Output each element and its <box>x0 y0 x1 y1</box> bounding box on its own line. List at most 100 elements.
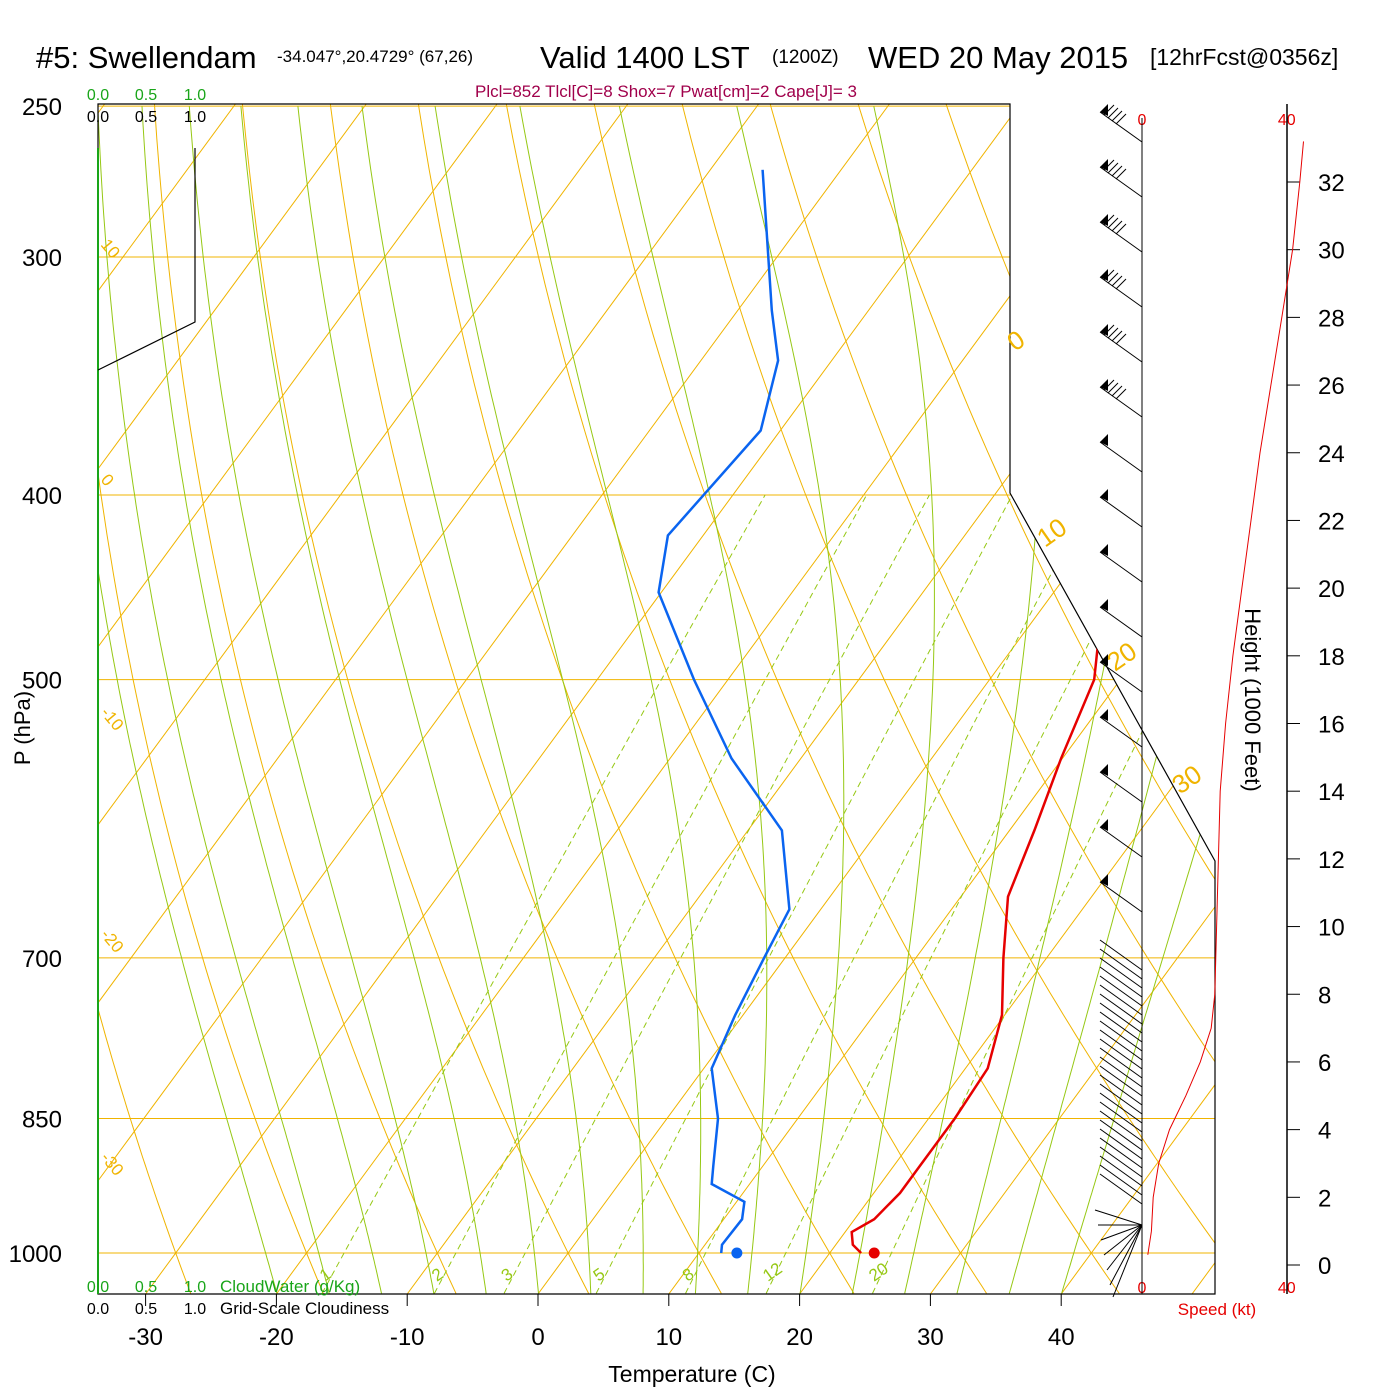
moist-adiabat <box>98 106 278 1294</box>
pressure-tick-label: 400 <box>22 483 62 510</box>
wind-barb <box>1099 1173 1143 1205</box>
isotherm-line <box>929 104 1215 1294</box>
x-axis-title: Temperature (C) <box>608 1361 775 1387</box>
surface-dewpoint-point <box>731 1247 743 1259</box>
height-tick-label: 10 <box>1318 915 1345 942</box>
wind-barb <box>1099 544 1143 583</box>
mixing-ratio-line <box>685 494 1093 1294</box>
isotherm-line <box>537 104 1215 1294</box>
height-tick-label: 14 <box>1318 779 1345 806</box>
wind-barb <box>1099 948 1143 980</box>
isotherm-line <box>406 104 1215 1294</box>
dry-adiabat <box>848 104 1215 1294</box>
moist-adiabat <box>240 106 487 1294</box>
cloudiness-legend: Grid-Scale Cloudiness <box>220 1299 389 1318</box>
wind-barb <box>1103 1224 1143 1256</box>
wind-barb <box>1099 1020 1143 1052</box>
dry-adiabat <box>674 104 1215 1294</box>
wind-barb <box>1099 1056 1143 1088</box>
cloudwater-top-tick: 0.0 <box>87 87 109 104</box>
isotherm-line <box>1191 104 1215 1294</box>
cloudwater-bottom-tick: 0.0 <box>87 1279 109 1296</box>
wind-barb <box>1099 1011 1143 1043</box>
wind-barb <box>1099 324 1143 363</box>
moist-adiabat <box>141 106 382 1294</box>
height-tick-label: 24 <box>1318 441 1345 468</box>
pressure-tick-label: 1000 <box>9 1241 62 1268</box>
dry-adiabat <box>587 104 1120 1294</box>
dry-adiabat <box>761 104 1215 1294</box>
station-coordinates: -34.047°,20.4729° (67,26) <box>277 47 474 66</box>
temperature-tick-label: 30 <box>917 1324 944 1351</box>
wind-barb <box>1099 709 1143 748</box>
pressure-tick-label: 700 <box>22 946 62 973</box>
wind-barb <box>1112 1224 1143 1298</box>
dry-adiabat <box>500 104 987 1294</box>
temperature-tick-label: -20 <box>259 1324 294 1351</box>
mixing-ratio-label: 20 <box>865 1259 891 1285</box>
height-tick-label: 0 <box>1318 1253 1331 1280</box>
wind-barb <box>1099 966 1143 998</box>
wind-barb <box>1099 874 1143 913</box>
wind-barb <box>1099 1065 1143 1097</box>
moist-adiabat <box>98 106 330 1294</box>
isotherm-label: 30 <box>1166 759 1207 800</box>
wind-barb <box>1099 489 1143 528</box>
wind-barb <box>1099 159 1143 198</box>
isotherm-label: 10 <box>1031 512 1072 553</box>
isotherm-line <box>98 104 498 1294</box>
wind-barb <box>1099 1029 1143 1061</box>
mixing-ratio-line <box>433 494 868 1294</box>
isotherm-line <box>1323 104 1400 1294</box>
wind-barb <box>1099 1002 1143 1034</box>
utc-time: (1200Z) <box>772 47 839 68</box>
dry-adiabat <box>98 104 324 1294</box>
wind-barb <box>1099 599 1143 638</box>
wind-barb <box>1099 1146 1143 1178</box>
wind-barb <box>1099 654 1143 693</box>
temperature-tick-label: -10 <box>390 1324 425 1351</box>
wind-barb <box>1099 1074 1143 1106</box>
sounding-profiles <box>98 148 1149 1259</box>
wind-barb <box>1099 379 1143 418</box>
wind-barb <box>1099 1101 1143 1133</box>
wind-barb <box>1099 1110 1143 1142</box>
isotherm-line <box>98 104 367 1294</box>
wind-barb <box>1099 1038 1143 1070</box>
height-tick-label: 6 <box>1318 1050 1331 1077</box>
dry-adiabat <box>413 104 855 1294</box>
mixing-ratio-line <box>321 494 766 1294</box>
wind-barb <box>1099 104 1143 143</box>
dry-adiabat <box>1196 104 1215 1294</box>
temperature-tick-label: -30 <box>128 1324 163 1351</box>
plot-frame <box>97 103 1216 1295</box>
cloudiness-top-tick: 0.0 <box>87 109 109 126</box>
wind-barb <box>1099 434 1143 473</box>
wind-barb <box>1100 1224 1143 1241</box>
chart-frame <box>97 103 1216 1306</box>
height-tick-label: 26 <box>1318 373 1345 400</box>
valid-time: Valid 1400 LST <box>540 40 750 75</box>
isotherm-line <box>275 104 1152 1294</box>
mixing-ratio-line <box>765 494 1165 1294</box>
height-tick-label: 28 <box>1318 305 1345 332</box>
height-tick-label: 30 <box>1318 238 1345 265</box>
cloudwater-top-tick: 0.5 <box>135 87 157 104</box>
wind-barb <box>1099 819 1143 858</box>
wind-panel <box>1094 104 1304 1298</box>
moist-adiabat <box>736 106 845 1294</box>
wind-barb <box>1099 1128 1143 1160</box>
moist-adiabat <box>297 106 539 1294</box>
wind-barb <box>1099 975 1143 1007</box>
cloudiness-top-tick: 1.0 <box>184 109 206 126</box>
moist-adiabat <box>851 106 935 1294</box>
valid-date: WED 20 May 2015 <box>868 40 1129 75</box>
cloudiness-profile <box>98 148 196 371</box>
wind-barb <box>1099 1155 1143 1187</box>
height-tick-label: 22 <box>1318 508 1345 535</box>
cloudiness-top-tick: 0.5 <box>135 109 157 126</box>
cloudwater-bottom-tick: 1.0 <box>184 1279 206 1296</box>
cloudiness-bottom-tick: 0.5 <box>135 1301 157 1318</box>
wind-barb <box>1099 269 1143 308</box>
sounding-stats: Plcl=852 Tlcl[C]=8 Shox=7 Pwat[cm]=2 Cap… <box>475 82 857 101</box>
